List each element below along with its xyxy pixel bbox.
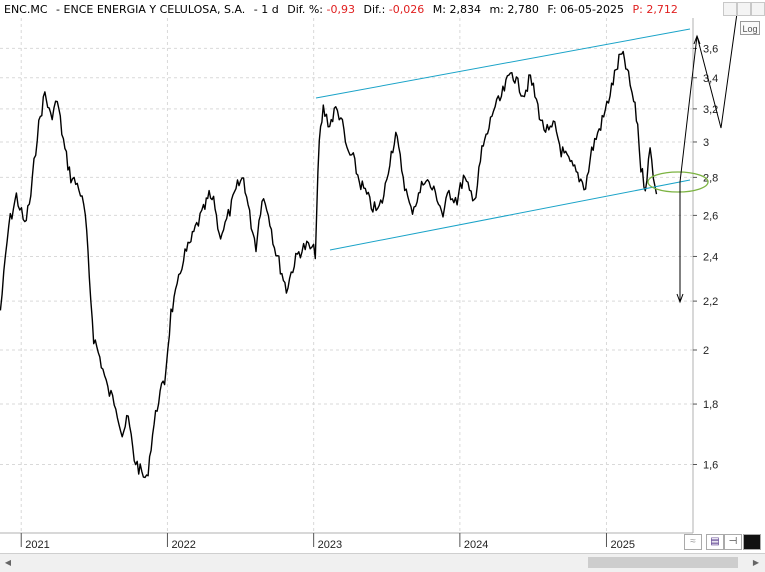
y-tick-label: 2,2 [703,296,718,308]
wave-icon[interactable]: ≈ [684,534,702,550]
pin-icon[interactable]: ⊣ [724,534,742,550]
dash: - [253,3,258,16]
dif-pct-value: -0,93 [326,3,355,16]
save-icon[interactable]: ▤ [706,534,724,550]
y-tick-label: 2,8 [703,172,718,184]
y-tick-label: 1,8 [703,399,718,411]
upper-channel-line [315,28,691,99]
dif-pct-label: Dif. %: [287,3,323,16]
scroll-right-icon[interactable]: ▶ [752,558,760,567]
horizontal-scrollbar[interactable]: ◀ ▶ [0,553,765,572]
price-series-line [0,50,658,479]
max-label: M: [432,3,446,16]
x-tick-label: 2024 [464,539,488,551]
dash: - [56,3,61,16]
x-axis-ticks: 2021 2022 2023 2024 2025 [20,533,635,551]
color-square-icon[interactable] [743,534,761,550]
log-scale-button[interactable]: Log [740,21,760,35]
price-label: P: [632,3,643,16]
trend-drawings [315,5,739,304]
x-tick-label: 2022 [171,539,195,551]
scroll-left-icon[interactable]: ◀ [4,558,12,567]
max-value: 2,834 [449,3,481,16]
y-tick-label: 2,4 [703,251,718,263]
projection-down-head [676,293,684,304]
y-tick-label: 1,6 [703,459,718,471]
lower-channel-line [329,179,691,251]
y-tick-label: 3,2 [703,104,718,116]
symbol: ENC.MC [4,3,48,16]
chart-header: ENC.MC - ENCE ENERGIA Y CELULOSA, S.A. -… [4,3,678,16]
close-chart-button[interactable] [751,2,765,16]
x-tick-label: 2021 [25,539,49,551]
projection-up-path [679,5,739,183]
dif-value: -0,026 [388,3,425,16]
y-tick-label: 3,4 [703,73,718,85]
y-tick-label: 3 [703,137,709,149]
y-axis-ticks: 1,6 1,8 2 2,2 2,4 2,6 2,8 3 3,2 3,4 3,6 [693,43,718,471]
min-label: m: [489,3,504,16]
date-value: 06-05-2025 [560,3,624,16]
y-tick-label: 2 [703,345,709,357]
x-tick-label: 2023 [318,539,342,551]
x-tick-label: 2025 [610,539,634,551]
price-value: 2,712 [646,3,678,16]
minimize-chart-button[interactable] [723,2,737,16]
date-label: F: [547,3,557,16]
grid-layer [0,18,693,533]
dif-label: Dif.: [363,3,386,16]
breakout-ellipse [647,171,709,193]
y-tick-label: 3,6 [703,43,718,55]
min-value: 2,780 [507,3,539,16]
projection-up-head1 [693,34,701,45]
company-name: ENCE ENERGIA Y CELULOSA, S.A. [63,3,246,16]
maximize-chart-button[interactable] [737,2,751,16]
scroll-thumb[interactable] [588,557,738,568]
y-tick-label: 2,6 [703,210,718,222]
interval: 1 d [261,3,279,16]
